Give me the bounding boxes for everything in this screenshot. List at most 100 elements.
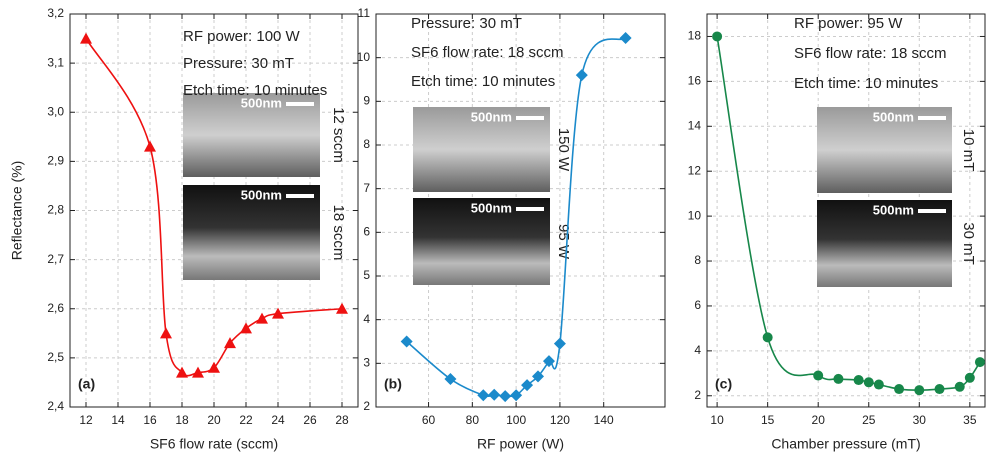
scale-bar bbox=[918, 116, 946, 120]
y-tick-label: 16 bbox=[688, 74, 702, 88]
scale-bar-label: 500nm bbox=[471, 200, 512, 215]
y-axis-label: Reflectance (%) bbox=[9, 161, 25, 261]
y-tick-label: 2 bbox=[363, 399, 370, 413]
y-tick-label: 4 bbox=[694, 343, 701, 357]
y-tick-label: 2,5 bbox=[47, 350, 64, 364]
y-tick-label: 3 bbox=[363, 356, 370, 370]
x-tick-label: 120 bbox=[550, 413, 570, 427]
marker bbox=[144, 140, 156, 152]
plot-frame bbox=[375, 13, 666, 408]
marker bbox=[894, 384, 905, 395]
marker bbox=[336, 302, 348, 314]
scale-bar-label: 500nm bbox=[241, 187, 282, 202]
inset-label: 10 mT bbox=[960, 129, 977, 172]
annotation: Etch time: 10 minutes bbox=[183, 82, 327, 99]
x-axis-label: Chamber pressure (mT) bbox=[771, 436, 920, 452]
marker bbox=[488, 388, 501, 401]
marker bbox=[553, 337, 566, 350]
marker bbox=[256, 312, 268, 324]
x-tick-label: 10 bbox=[710, 413, 724, 427]
marker bbox=[192, 366, 204, 378]
marker bbox=[240, 322, 252, 334]
x-tick-label: 22 bbox=[239, 413, 253, 427]
annotation: SF6 flow rate: 18 sccm bbox=[411, 44, 564, 61]
y-tick-label: 4 bbox=[363, 312, 370, 326]
x-tick-label: 30 bbox=[913, 413, 927, 427]
marker bbox=[532, 370, 545, 383]
marker bbox=[477, 389, 490, 402]
marker bbox=[762, 332, 773, 343]
inset-label: 12 sccm bbox=[330, 107, 347, 163]
marker bbox=[160, 327, 172, 339]
x-tick-label: 35 bbox=[963, 413, 977, 427]
y-tick-label: 2,4 bbox=[47, 399, 64, 413]
y-tick-label: 7 bbox=[363, 181, 370, 195]
scale-bar bbox=[516, 207, 544, 211]
scale-bar bbox=[516, 116, 544, 120]
marker bbox=[400, 335, 413, 348]
marker bbox=[444, 373, 457, 386]
y-tick-label: 11 bbox=[358, 6, 371, 20]
x-tick-label: 15 bbox=[761, 413, 775, 427]
x-tick-label: 100 bbox=[506, 413, 526, 427]
marker bbox=[80, 32, 92, 44]
y-tick-label: 3,2 bbox=[47, 6, 64, 20]
marker bbox=[499, 390, 512, 403]
marker bbox=[272, 307, 284, 319]
x-tick-label: 14 bbox=[111, 413, 125, 427]
annotation: Etch time: 10 minutes bbox=[794, 75, 938, 92]
sem-image bbox=[183, 93, 320, 177]
y-tick-label: 2,9 bbox=[47, 154, 64, 168]
sem-image bbox=[183, 185, 320, 280]
scale-bar-label: 500nm bbox=[873, 202, 914, 217]
x-tick-label: 24 bbox=[271, 413, 285, 427]
plot-frame bbox=[69, 13, 359, 408]
annotation: Pressure: 30 mT bbox=[411, 15, 522, 32]
scale-bar bbox=[918, 209, 946, 213]
x-tick-label: 12 bbox=[79, 413, 93, 427]
marker bbox=[521, 379, 534, 392]
marker bbox=[712, 31, 723, 42]
panel-label: (b) bbox=[384, 376, 402, 392]
y-tick-label: 5 bbox=[363, 268, 370, 282]
y-tick-label: 2,8 bbox=[47, 203, 64, 217]
sem-image bbox=[413, 107, 550, 192]
scale-bar-label: 500nm bbox=[873, 109, 914, 124]
annotation: RF power: 95 W bbox=[794, 15, 903, 32]
y-tick-label: 2,7 bbox=[47, 252, 64, 266]
y-tick-label: 2,6 bbox=[47, 301, 64, 315]
y-tick-label: 10 bbox=[688, 208, 702, 222]
y-tick-label: 3,0 bbox=[47, 104, 64, 118]
sem-image bbox=[817, 107, 952, 193]
y-tick-label: 8 bbox=[363, 137, 370, 151]
inset-label: 30 mT bbox=[960, 222, 977, 265]
annotation: RF power: 100 W bbox=[183, 28, 301, 45]
y-tick-label: 2 bbox=[694, 388, 701, 402]
inset-label: 95 W bbox=[555, 224, 572, 260]
y-tick-label: 10 bbox=[357, 50, 371, 64]
marker bbox=[510, 389, 523, 402]
panel-label: (c) bbox=[715, 376, 732, 392]
y-tick-label: 8 bbox=[694, 253, 701, 267]
marker bbox=[863, 377, 874, 388]
marker bbox=[619, 32, 632, 45]
marker bbox=[974, 357, 985, 368]
x-axis-label: RF power (W) bbox=[477, 436, 564, 452]
panel-label: (a) bbox=[78, 376, 95, 392]
scale-bar-label: 500nm bbox=[241, 95, 282, 110]
marker bbox=[813, 370, 824, 381]
x-tick-label: 20 bbox=[812, 413, 826, 427]
marker bbox=[934, 384, 945, 395]
sem-image bbox=[817, 200, 952, 287]
x-tick-label: 140 bbox=[594, 413, 614, 427]
x-tick-label: 25 bbox=[862, 413, 876, 427]
marker bbox=[542, 355, 555, 368]
x-tick-label: 80 bbox=[466, 413, 480, 427]
marker bbox=[853, 375, 864, 386]
inset-label: 150 W bbox=[555, 128, 572, 172]
annotation: SF6 flow rate: 18 sccm bbox=[794, 45, 947, 62]
x-tick-label: 60 bbox=[422, 413, 436, 427]
y-tick-label: 12 bbox=[688, 163, 702, 177]
marker bbox=[873, 379, 884, 390]
marker bbox=[224, 337, 236, 349]
